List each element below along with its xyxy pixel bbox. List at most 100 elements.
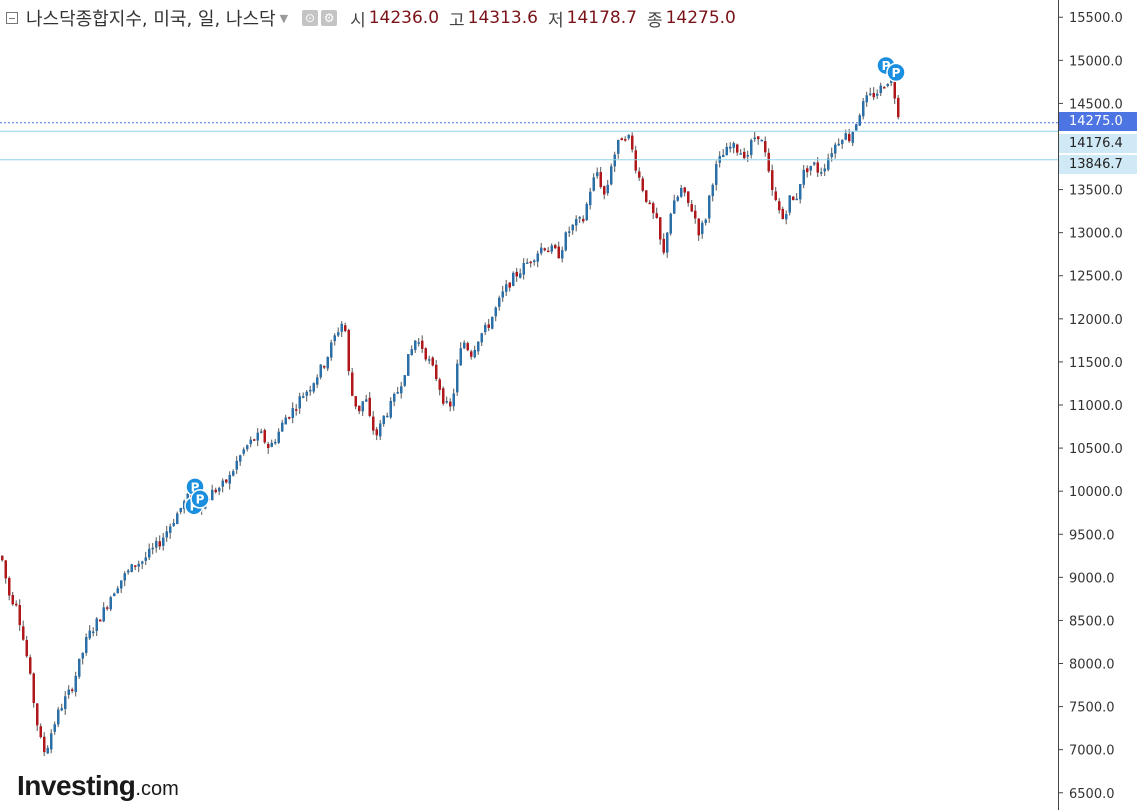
- candle-body: [669, 213, 672, 234]
- candle-body: [330, 342, 333, 358]
- candle-body: [95, 618, 98, 631]
- candle-body: [228, 474, 231, 484]
- axis-tick-label: 12500.0: [1069, 270, 1123, 285]
- candle-body: [596, 172, 599, 177]
- candle-body: [872, 93, 875, 98]
- candle-body: [886, 83, 889, 87]
- candle-body: [389, 400, 392, 418]
- candle-body: [284, 417, 287, 425]
- open-value: 14236.0: [368, 8, 440, 28]
- candle-body: [774, 191, 777, 200]
- candle-body: [127, 570, 130, 573]
- candle-body: [267, 443, 270, 449]
- candle-body: [638, 171, 641, 178]
- gear-icon[interactable]: ⚙: [321, 10, 338, 26]
- event-marker-icon[interactable]: [190, 489, 210, 509]
- candle-body: [585, 203, 588, 221]
- high-label: 고: [449, 10, 465, 31]
- candle-body: [515, 271, 518, 277]
- candle-body: [606, 184, 609, 194]
- axis-tick-label: 15000.0: [1069, 54, 1123, 69]
- candle-body: [893, 77, 896, 99]
- candle-body: [575, 219, 578, 226]
- candle-body: [757, 136, 760, 140]
- candle-body: [424, 348, 427, 360]
- candle-body: [134, 565, 137, 567]
- candle-body: [92, 631, 95, 634]
- candle-body: [337, 332, 340, 336]
- candle-body: [151, 547, 154, 550]
- candle-body: [778, 201, 781, 211]
- candle-body: [298, 396, 301, 409]
- candle-body: [309, 389, 312, 392]
- candle-body: [519, 273, 522, 278]
- candle-body: [270, 442, 273, 447]
- candle-body: [172, 523, 175, 526]
- candle-body: [442, 388, 445, 404]
- event-marker-icon[interactable]: [886, 62, 906, 83]
- candle-body: [505, 284, 508, 292]
- candle-body: [452, 393, 455, 407]
- visibility-icon[interactable]: ⊙: [302, 10, 319, 26]
- candle-body: [746, 155, 749, 157]
- candle-body: [799, 184, 802, 200]
- candle-body: [421, 340, 424, 349]
- candle-body: [883, 87, 886, 89]
- candle-body: [365, 399, 368, 402]
- event-marker-label: P: [892, 66, 901, 80]
- candle-body: [106, 607, 109, 609]
- candle-body: [788, 195, 791, 213]
- candle-body: [729, 146, 732, 149]
- candle-body: [806, 168, 809, 173]
- candle-body: [165, 531, 168, 538]
- candle-body: [470, 351, 473, 357]
- candle-body: [323, 366, 326, 368]
- candle-body: [414, 340, 417, 350]
- low-value: 14178.7: [566, 8, 637, 28]
- event-marker-label: P: [191, 480, 200, 494]
- candle-body: [347, 329, 350, 372]
- candle-body: [78, 658, 81, 677]
- axis-tick-label: 14500.0: [1069, 97, 1123, 112]
- candle-body: [813, 162, 816, 165]
- candle-body: [694, 210, 697, 219]
- candle-body: [53, 724, 56, 732]
- candle-body: [662, 238, 665, 253]
- candle-body: [246, 445, 249, 450]
- candle-body: [498, 297, 501, 307]
- chart-header: 나스닥종합지수, 미국, 일, 나스닥 ▼ ⊙ ⚙ 시 14236.0 고 14…: [6, 5, 736, 31]
- candle-body: [613, 154, 616, 167]
- candle-body: [578, 217, 581, 219]
- candle-body: [372, 416, 375, 431]
- candle-body: [291, 408, 294, 418]
- candle-body: [536, 253, 539, 262]
- candle-body: [71, 689, 74, 692]
- candle-body: [74, 675, 77, 693]
- candle-body: [571, 224, 574, 231]
- candle-body: [155, 541, 158, 548]
- candle-body: [435, 364, 438, 380]
- axis-tick-label: 8000.0: [1069, 658, 1115, 673]
- axis-tick-label: 10000.0: [1069, 485, 1123, 500]
- candle-body: [88, 630, 91, 639]
- candle-body: [375, 429, 378, 436]
- candle-body: [494, 307, 497, 317]
- candle-body: [795, 198, 798, 201]
- candle-body: [57, 709, 60, 725]
- candle-body: [540, 247, 543, 254]
- open-label: 시: [350, 10, 366, 31]
- candle-body: [46, 747, 49, 754]
- candle-body: [851, 131, 854, 143]
- candle-body: [316, 377, 319, 385]
- caret-down-icon[interactable]: ▼: [279, 11, 289, 25]
- candle-body: [834, 144, 837, 154]
- candle-body: [816, 162, 819, 173]
- candle-body: [582, 218, 585, 222]
- candle-body: [116, 588, 119, 594]
- candle-body: [302, 396, 305, 398]
- candle-body: [526, 262, 529, 264]
- candle-body: [547, 250, 550, 253]
- collapse-icon[interactable]: [6, 12, 18, 24]
- candle-body: [473, 349, 476, 358]
- candle-body: [25, 639, 28, 657]
